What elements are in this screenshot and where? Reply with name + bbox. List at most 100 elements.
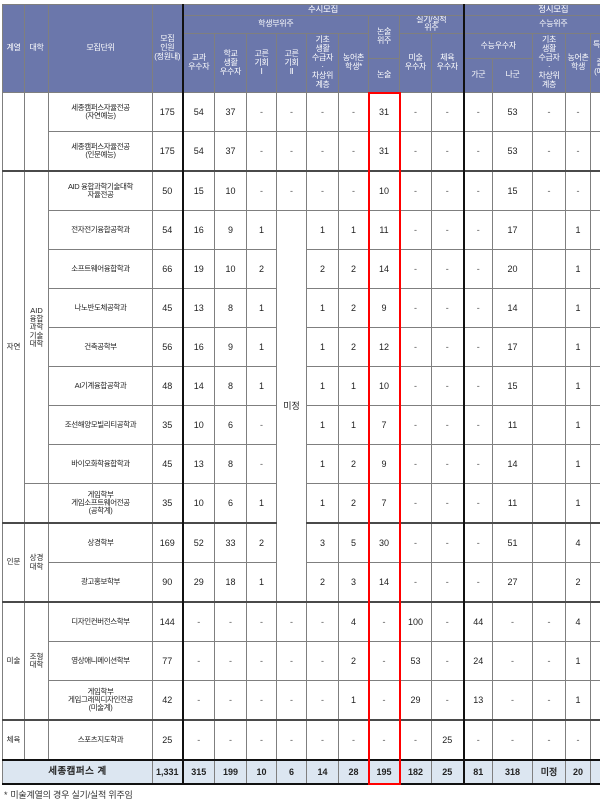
cell-value: - — [277, 132, 307, 172]
cell-value: 44 — [464, 602, 493, 642]
cell-mijeong-merged: 미정 — [277, 211, 307, 603]
cell-value: 1 — [591, 602, 600, 642]
cell-value: 16 — [183, 211, 215, 250]
cell-value: - — [432, 523, 464, 563]
cell-value: - — [400, 445, 432, 484]
cell-value: 1 — [247, 367, 277, 406]
cell-value: 31 — [369, 93, 400, 132]
cell-gyeyeol: 인문 — [3, 523, 25, 602]
cell-value: - — [183, 602, 215, 642]
cell-value: - — [400, 132, 432, 172]
cell-value: 1 — [566, 289, 591, 328]
cell-value: - — [400, 406, 432, 445]
cell-value: - — [277, 720, 307, 760]
cell-value: 2 — [339, 328, 369, 367]
cell-value — [533, 367, 566, 406]
total-value: 182 — [400, 760, 432, 784]
cell-mojip-danwi: 조선해양모빌리티공학과 — [49, 406, 153, 445]
cell-value: - — [566, 171, 591, 211]
cell-value: 10 — [369, 171, 400, 211]
cell-value: 45 — [153, 289, 183, 328]
cell-value: 19 — [183, 250, 215, 289]
cell-value: 2 — [247, 250, 277, 289]
cell-value: 35 — [153, 406, 183, 445]
cell-value: 9 — [369, 445, 400, 484]
cell-value: 15 — [493, 367, 533, 406]
group-header-haksaengbu: 학생부위주 — [183, 15, 369, 34]
cell-value: 9 — [215, 328, 247, 367]
cell-value: - — [307, 602, 339, 642]
cell-mojip-danwi: 영상애니메이션학부 — [49, 642, 153, 681]
cell-value: 10 — [183, 406, 215, 445]
cell-mojip-danwi: 상경학부 — [49, 523, 153, 563]
cell-value: - — [400, 484, 432, 524]
cell-value: 1 — [566, 484, 591, 524]
cell-value: 4 — [566, 602, 591, 642]
footnote-text: 미술계열의 경우 실기/실적 위주임 — [10, 790, 132, 800]
cell-value — [533, 250, 566, 289]
cell-value: - — [339, 93, 369, 132]
cell-mojip-danwi: 나노반도체공학과 — [49, 289, 153, 328]
cell-value: 51 — [493, 523, 533, 563]
cell-value: 2 — [339, 642, 369, 681]
cell-value: - — [215, 602, 247, 642]
cell-value: 1 — [247, 289, 277, 328]
cell-value: - — [533, 720, 566, 760]
cell-value: 29 — [183, 563, 215, 603]
cell-value: 1 — [591, 523, 600, 563]
cell-value: - — [464, 445, 493, 484]
cell-gyeyeol: 미술 — [3, 602, 25, 720]
cell-value: - — [183, 720, 215, 760]
cell-value: - — [591, 171, 600, 211]
cell-value: 14 — [183, 367, 215, 406]
cell-value: - — [400, 289, 432, 328]
cell-value: 56 — [153, 328, 183, 367]
cell-value: 53 — [493, 93, 533, 132]
total-value: 14 — [307, 760, 339, 784]
cell-value: 14 — [493, 445, 533, 484]
cell-gyeyeol: 체육 — [3, 720, 25, 760]
table-body: 세종캠퍼스자율전공(자연예능)1755437----31---53----세종캠… — [3, 93, 600, 785]
cell-value: - — [339, 720, 369, 760]
cell-value: - — [183, 642, 215, 681]
cell-value: 1 — [566, 328, 591, 367]
cell-value: 25 — [432, 720, 464, 760]
cell-value: - — [464, 484, 493, 524]
cell-daehak — [25, 720, 49, 760]
cell-value: 1 — [339, 681, 369, 721]
cell-value: 11 — [493, 484, 533, 524]
cell-value: - — [464, 367, 493, 406]
cell-value: 10 — [183, 484, 215, 524]
cell-value: - — [215, 720, 247, 760]
cell-value: 29 — [400, 681, 432, 721]
cell-value: 14 — [369, 250, 400, 289]
cell-value: - — [247, 406, 277, 445]
group-header-suneung-wiju: 수능위주 — [464, 15, 600, 34]
cell-value: - — [400, 93, 432, 132]
cell-value: - — [432, 93, 464, 132]
col-header-teukseonghwa-go: 특성화고졸업(예정)자 — [591, 34, 600, 93]
cell-value: - — [591, 406, 600, 445]
cell-value: 2 — [307, 250, 339, 289]
cell-value: - — [307, 681, 339, 721]
cell-value: 11 — [369, 211, 400, 250]
cell-value: - — [432, 484, 464, 524]
cell-value: - — [533, 681, 566, 721]
subgroup-header-suneung-usuja: 수능우수자 — [464, 34, 533, 58]
cell-daehak — [25, 484, 49, 524]
cell-value: 1 — [591, 642, 600, 681]
cell-value: 100 — [400, 602, 432, 642]
cell-value: 37 — [215, 132, 247, 172]
total-value: 6 — [277, 760, 307, 784]
